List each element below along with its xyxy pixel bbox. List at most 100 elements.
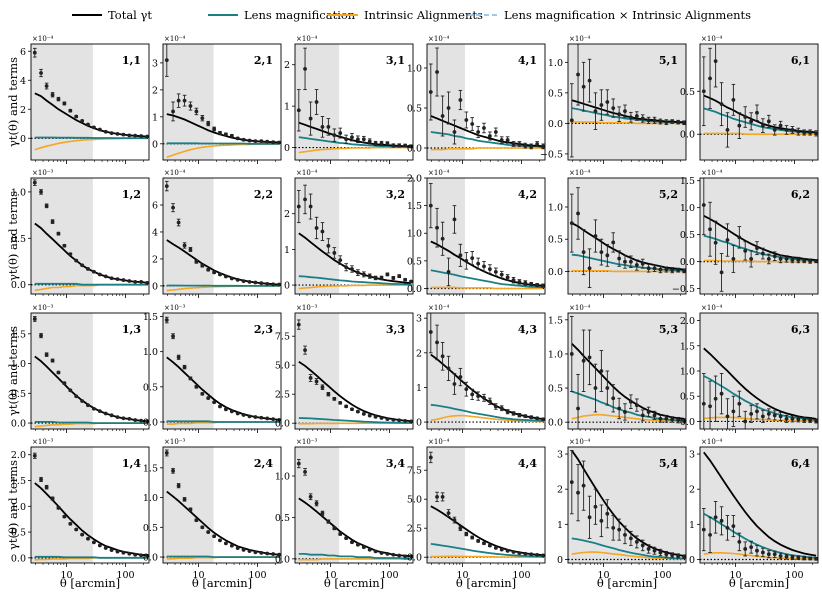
data-point: [576, 211, 580, 216]
y-tick-label: 2: [416, 348, 422, 359]
data-point: [749, 119, 754, 124]
data-point: [271, 552, 276, 556]
data-point: [708, 404, 712, 409]
data-point: [505, 138, 510, 142]
data-point: [355, 542, 360, 547]
data-point: [80, 399, 85, 403]
data-point: [719, 391, 724, 396]
y-tick-label: 1.5: [143, 312, 158, 323]
y-tick-label: 2: [20, 105, 26, 116]
scale-cut-shade: [163, 313, 214, 429]
data-point: [44, 203, 49, 208]
data-point: [778, 554, 783, 558]
data-point: [731, 409, 736, 414]
scale-cut-shade: [163, 178, 214, 294]
data-point: [68, 108, 73, 113]
data-point: [511, 278, 516, 283]
y-tick-label: 1.0: [275, 472, 290, 483]
panel-2-3: 0.0 0.5 1.0 1.5 ×10⁻³ 2,3: [143, 304, 282, 433]
y-tick-label: 0: [557, 555, 563, 566]
data-point: [458, 526, 463, 531]
data-point: [176, 355, 181, 360]
data-point: [50, 358, 55, 363]
y-tick-label: 1: [284, 245, 290, 256]
lens-line: [571, 537, 685, 560]
data-point: [435, 340, 439, 345]
data-point: [62, 381, 67, 386]
data-point: [62, 101, 67, 106]
data-point: [581, 84, 586, 89]
y-tick-label: 0.0: [680, 130, 695, 141]
data-point: [784, 554, 789, 559]
data-point: [229, 133, 234, 138]
data-point: [713, 515, 718, 520]
y-exponent: ×10⁻⁴: [428, 438, 449, 446]
data-point: [320, 385, 325, 390]
data-point: [164, 451, 169, 455]
x-tick-label: 100: [380, 570, 398, 581]
data-point: [39, 477, 43, 482]
data-point: [652, 548, 657, 553]
data-point: [676, 268, 681, 273]
data-point: [652, 266, 657, 271]
data-point: [529, 144, 534, 149]
data-point: [523, 143, 528, 148]
data-point: [428, 330, 433, 334]
data-point: [223, 132, 228, 137]
legend-label: Intrinsic Alignments: [364, 8, 483, 22]
panel-label: 5,1: [659, 54, 678, 67]
data-point: [367, 274, 372, 279]
y-exponent: ×10⁻⁴: [428, 35, 449, 43]
y-exponent: ×10⁻⁴: [164, 169, 185, 177]
ia-line: [430, 414, 544, 423]
data-point: [277, 417, 281, 422]
data-point: [446, 106, 451, 110]
ia-line: [298, 284, 412, 290]
data-point: [80, 263, 85, 268]
data-point: [778, 123, 783, 128]
data-point: [91, 125, 96, 130]
data-point: [617, 112, 622, 117]
data-point: [640, 261, 645, 266]
data-point: [658, 119, 663, 124]
data-point: [611, 525, 616, 530]
data-point: [212, 400, 217, 405]
data-point: [611, 396, 616, 401]
data-point: [86, 536, 90, 541]
data-point: [670, 553, 675, 558]
data-point: [476, 394, 481, 399]
scale-cut-shade: [568, 313, 686, 429]
y-tick-label: 2: [284, 60, 290, 71]
data-point: [628, 259, 633, 264]
y-tick-label: 1: [284, 102, 290, 113]
y-tick-label: 2: [152, 254, 158, 265]
data-point: [103, 129, 108, 134]
data-point: [581, 483, 586, 488]
data-point: [139, 418, 144, 423]
x-tick-label: 10: [192, 570, 204, 581]
data-point: [50, 496, 55, 501]
data-point: [640, 543, 645, 548]
data-point: [452, 382, 457, 386]
data-point: [487, 134, 492, 138]
panel-frame: [426, 177, 546, 295]
data-point: [634, 263, 639, 267]
data-point: [593, 386, 598, 390]
panel-label: 6,4: [791, 457, 810, 470]
data-point: [476, 539, 481, 543]
data-point: [772, 413, 777, 418]
data-point: [682, 120, 686, 125]
y-tick-label: 0.5: [548, 384, 563, 395]
panel-1-3: 0.0 0.5 1.0 1.5 ×10⁻³ 1,3: [11, 304, 150, 433]
y-tick-label: 1.5: [680, 341, 695, 352]
row-y-label: γt(θ) and terms: [6, 191, 20, 281]
panel-label: 3,3: [386, 323, 405, 336]
data-point: [350, 407, 354, 412]
data-point: [176, 483, 181, 488]
data-point: [145, 553, 149, 558]
y-tick-label: 4: [152, 227, 158, 238]
row-y-labels: γt(θ) and terms γt(θ) and terms γt(θ) and …: [6, 57, 20, 550]
data-point: [628, 115, 633, 120]
plot-area: [163, 449, 281, 560]
y-exponent: ×10⁻⁴: [428, 169, 449, 177]
